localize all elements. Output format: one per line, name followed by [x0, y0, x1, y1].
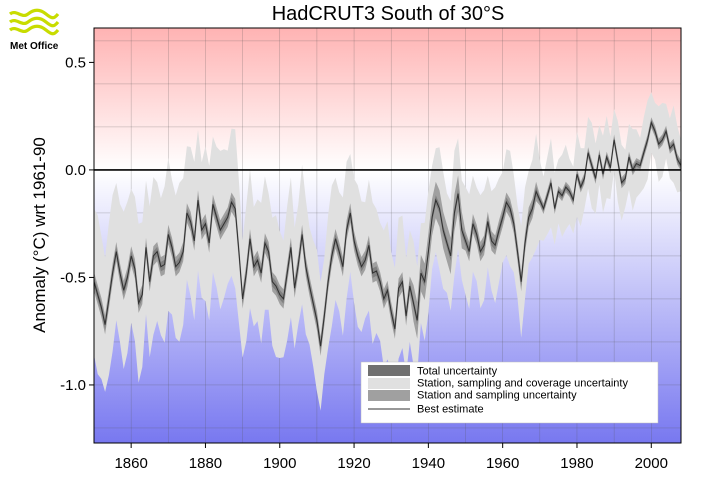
- best-estimate-line: [94, 120, 681, 347]
- plot-frame: [93, 27, 682, 444]
- y-tick-label: -1.0: [60, 377, 86, 394]
- x-axis: 1860 1880 1900 1920 1940 1960 1980 2000: [114, 443, 668, 472]
- met-office-logo: Met Office: [8, 8, 60, 52]
- chart-title: HadCRUT3 South of 30°S: [272, 3, 505, 25]
- y-tick-label: -0.5: [60, 269, 86, 286]
- met-office-wave-icon: [8, 8, 60, 36]
- x-tick-label: 1920: [337, 455, 370, 472]
- legend-box: [360, 361, 659, 424]
- y-axis-label: Anomaly (°C) wrt 1961-90: [30, 137, 49, 333]
- legend-swatch-sampling: [368, 390, 410, 401]
- y-tick-label: 0.5: [65, 54, 86, 71]
- legend-label-sampling: Station and sampling uncertainty: [417, 390, 577, 402]
- legend-label-best: Best estimate: [417, 404, 484, 416]
- x-tick-label: 1880: [189, 455, 222, 472]
- met-office-logo-text: Met Office: [10, 41, 59, 52]
- x-tick-label: 1940: [412, 455, 445, 472]
- x-tick-label: 2000: [635, 455, 668, 472]
- x-tick-label: 1900: [263, 455, 296, 472]
- legend-label-total: Total uncertainty: [417, 366, 498, 378]
- total-uncertainty-band: [94, 92, 681, 411]
- legend-swatch-total: [368, 365, 410, 376]
- legend-label-coverage: Station, sampling and coverage uncertain…: [417, 378, 628, 390]
- legend: Total uncertainty Station, sampling and …: [360, 361, 659, 424]
- plot-series-area: [94, 92, 681, 411]
- x-tick-label: 1980: [560, 455, 593, 472]
- y-tick-label: 0.0: [65, 162, 86, 179]
- x-tick-label: 1960: [486, 455, 519, 472]
- y-axis: 0.5 0.0 -0.5 -1.0: [60, 54, 94, 394]
- legend-swatch-coverage: [368, 378, 410, 389]
- x-tick-label: 1860: [114, 455, 147, 472]
